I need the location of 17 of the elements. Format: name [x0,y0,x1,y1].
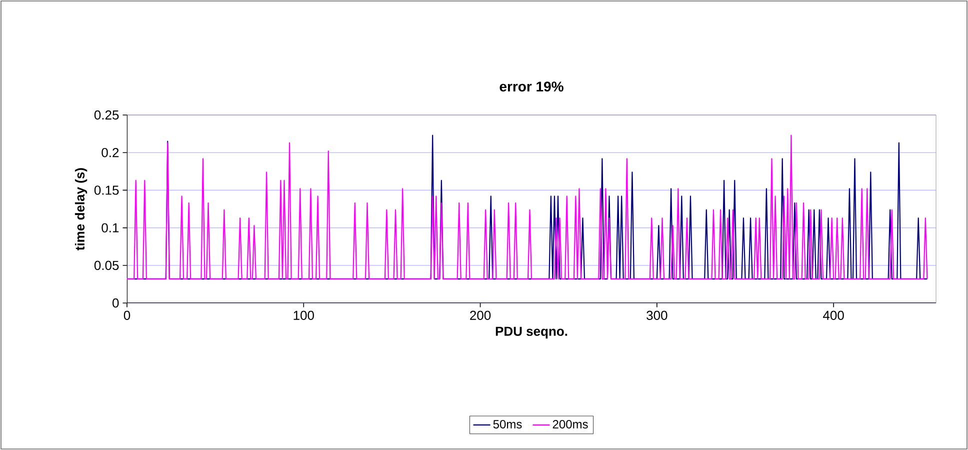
chart-title: error 19% [500,82,564,92]
x-tick-label: 400 [823,310,844,320]
line-series [127,134,928,280]
x-tick-label: 100 [294,310,314,320]
y-tick-label: 0.1 [102,223,119,232]
y-tick-label: 0.2 [102,148,119,158]
legend-label: 50ms [493,420,522,428]
y-tick-label: 0.05 [94,260,119,270]
x-tick-label: 0 [124,310,130,320]
y-tick-label: 0.15 [94,186,119,195]
x-tick-label: 200 [470,310,491,320]
x-axis-title: PDU seqno. [496,326,568,338]
y-tick-label: 0.25 [94,110,119,120]
y-axis-title: time delay (s) [74,168,88,250]
x-tick-label: 300 [646,310,668,320]
y-tick-label: 0 [112,298,119,308]
legend-label: 200ms [552,420,588,428]
